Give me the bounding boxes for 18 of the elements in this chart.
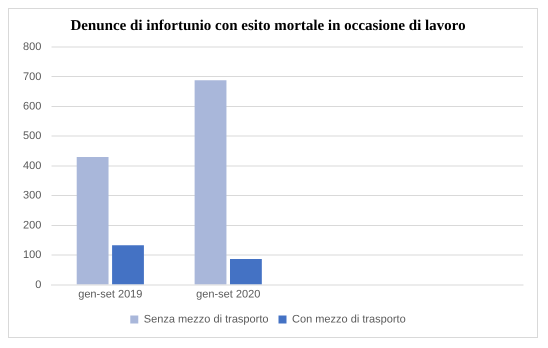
y-tick-label: 0 (35, 278, 42, 291)
y-tick-label: 800 (22, 41, 42, 54)
legend-label: Senza mezzo di trasporto (144, 314, 269, 326)
y-tick-label: 400 (22, 160, 42, 172)
y-tick-label: 300 (22, 190, 42, 202)
legend-label: Con mezzo di trasporto (292, 314, 406, 326)
x-tick-label: gen-set 2019 (78, 288, 142, 300)
y-tick-label: 500 (22, 130, 42, 142)
y-tick-label: 100 (22, 249, 42, 262)
x-tick-label: gen-set 2020 (196, 288, 260, 300)
bar (230, 258, 262, 284)
bar (112, 245, 144, 284)
y-tick-label: 600 (22, 100, 42, 112)
chart-title: Denunce di infortunio con esito mortale in occasione di lavoro (70, 18, 466, 34)
y-tick-label: 200 (22, 219, 42, 232)
bar (194, 80, 226, 284)
y-tick-label: 700 (22, 70, 42, 83)
bar (76, 156, 109, 284)
